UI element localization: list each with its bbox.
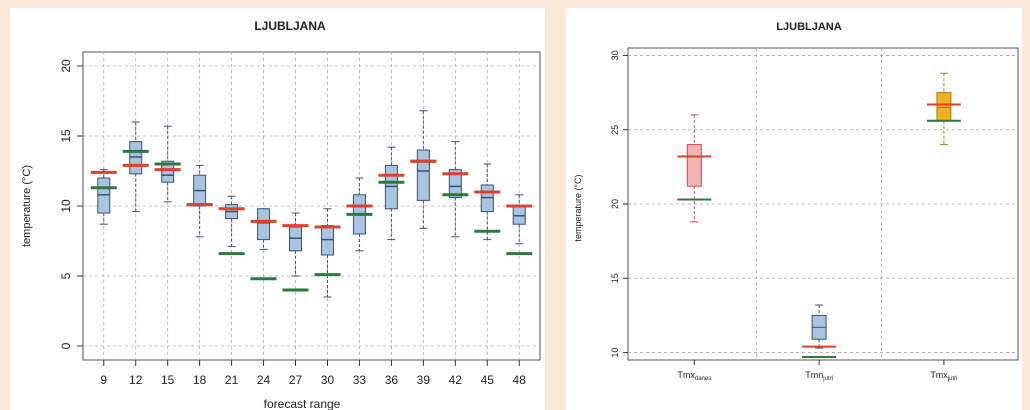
left-x-tick-label: 42 (449, 373, 463, 387)
left-x-tick-label: 36 (385, 373, 399, 387)
right-x-tick-label-base: Tmx (677, 370, 695, 380)
left-y-tick-label: 20 (59, 59, 73, 73)
right-x-tick-label-base: Tmn (805, 370, 823, 380)
left-x-tick-label: 15 (161, 373, 175, 387)
right-x-tick-label: Tmxdanes (677, 370, 711, 382)
left-x-tick-label: 48 (513, 373, 527, 387)
right-y-tick-label: 15 (610, 273, 620, 283)
left-y-tick-label: 5 (59, 272, 73, 279)
left-y-tick-label: 15 (59, 129, 73, 143)
right-y-tick-label: 20 (610, 199, 620, 209)
left-box (161, 160, 175, 183)
left-x-tick-label: 9 (100, 373, 107, 387)
right-chart-panel: LJUBLJANA temperature (°C) 10 15 20 25 30 Tmx… (566, 8, 1022, 410)
left-x-tick-label: 39 (417, 373, 431, 387)
left-chart-title: LJUBLJANA (254, 19, 326, 33)
right-y-axis-label: temperature (°C) (573, 174, 583, 241)
right-box (686, 144, 702, 187)
left-x-tick-label: 33 (353, 373, 367, 387)
left-box (257, 208, 271, 241)
left-x-tick-label: 24 (257, 373, 271, 387)
left-x-axis-label: forecast range (264, 397, 341, 410)
right-y-tick-label: 30 (610, 50, 620, 60)
right-x-tick-label-subscript: jutri (822, 376, 833, 382)
left-x-tick-label: 30 (321, 373, 335, 387)
right-chart-title: LJUBLJANA (776, 21, 841, 33)
right-x-tick-label: Tmxjutri (930, 370, 957, 382)
right-x-tick-label-subscript: danes (695, 376, 711, 382)
left-x-tick-label: 21 (225, 373, 239, 387)
left-plot-area: 0 5 10 15 20 9 12 15 18 21 24 27 30 33 36 39 42 45 48 (59, 51, 541, 387)
right-boxplot-chart: LJUBLJANA temperature (°C) 10 15 20 25 30 Tmx… (573, 21, 1019, 382)
right-y-tick-label: 10 (610, 348, 620, 358)
right-box (936, 92, 952, 122)
left-y-axis-label: temperature (°C) (21, 165, 33, 247)
left-x-tick-label: 45 (481, 373, 495, 387)
right-x-tick-label-base: Tmx (930, 370, 948, 380)
left-x-tick-label: 18 (193, 373, 207, 387)
left-y-tick-label: 10 (59, 199, 73, 213)
left-x-tick-label: 12 (129, 373, 143, 387)
left-y-tick-label: 0 (59, 342, 73, 349)
left-chart-panel: LJUBLJANA temperature (°C) forecast rang… (10, 8, 545, 410)
right-x-tick-label-subscript: jutri (947, 376, 958, 382)
left-box (416, 149, 430, 201)
right-x-tick-label: Tmnjutri (805, 370, 833, 382)
left-boxplot-chart: LJUBLJANA temperature (°C) forecast rang… (21, 19, 541, 410)
left-x-tick-label: 27 (289, 373, 303, 387)
right-y-tick-label: 25 (610, 125, 620, 135)
left-box (448, 169, 462, 199)
